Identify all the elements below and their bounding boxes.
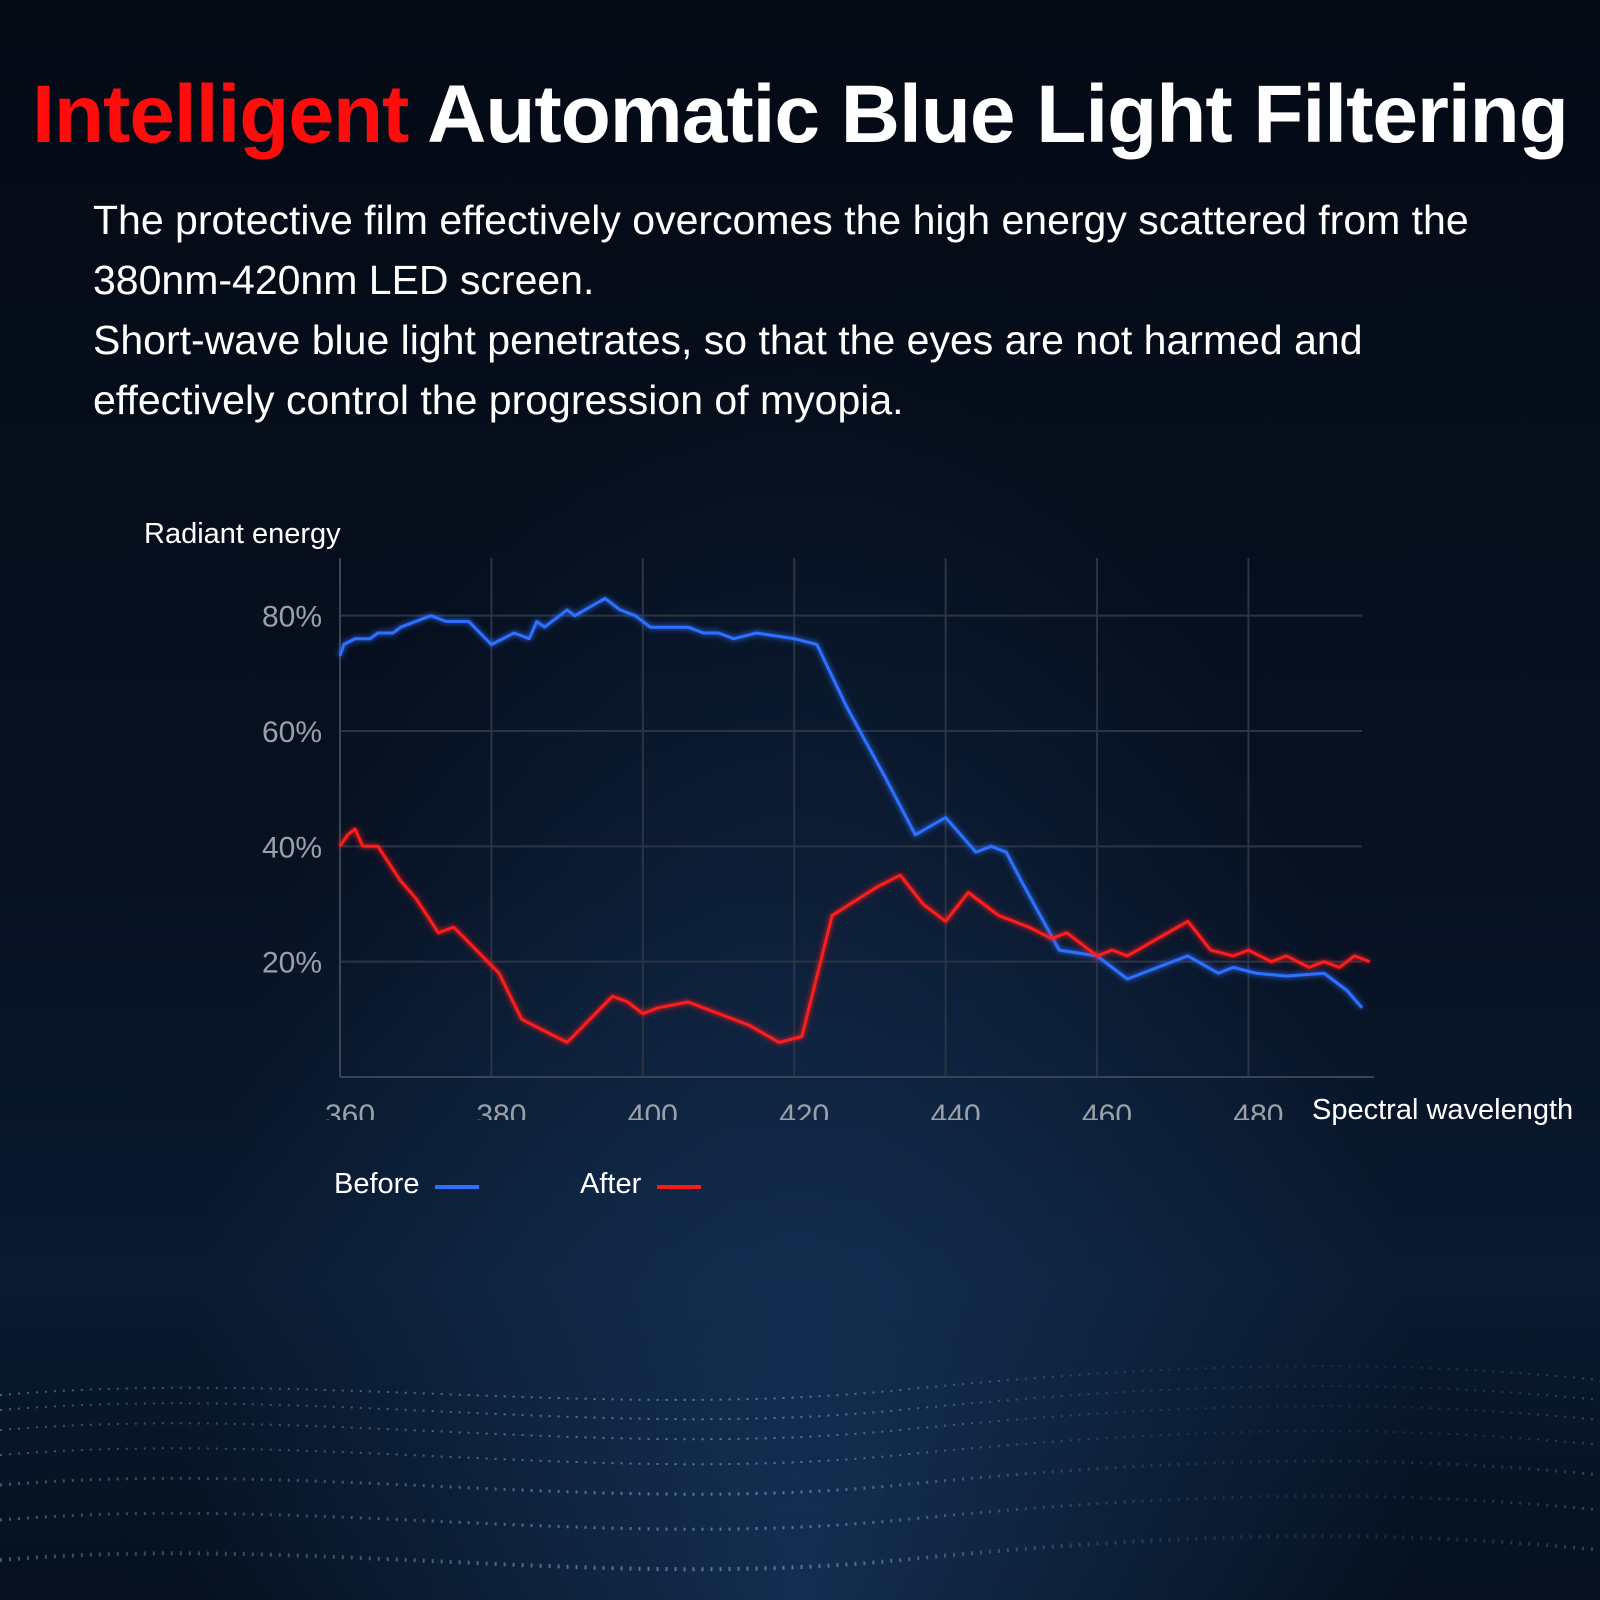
legend-label-before: Before — [334, 1168, 420, 1200]
description-paragraph-2: Short-wave blue light penetrates, so tha… — [93, 317, 1363, 423]
x-tick-label-420: 420 — [779, 1099, 829, 1120]
legend-item-after: After — [580, 1168, 702, 1201]
x-tick-label-440: 440 — [931, 1099, 981, 1120]
x-tick-label-480: 480 — [1233, 1099, 1283, 1120]
x-tick-label-380: 380 — [476, 1099, 526, 1120]
chart-series — [338, 596, 1371, 1044]
chart-grid — [340, 558, 1362, 1077]
legend-label-after: After — [580, 1168, 642, 1200]
y-tick-label-40: 40% — [262, 831, 322, 864]
y-axis-label: Radiant energy — [144, 518, 341, 550]
x-tick-label-400: 400 — [628, 1099, 678, 1120]
x-tick-label-360: 360 — [325, 1099, 375, 1120]
y-tick-label-60: 60% — [262, 716, 322, 749]
description: The protective film effectively overcome… — [93, 190, 1533, 430]
legend-swatch-after — [657, 1184, 702, 1189]
legend-item-before: Before — [334, 1168, 480, 1201]
x-tick-label-460: 460 — [1082, 1099, 1132, 1120]
series-line-before — [338, 596, 1364, 1009]
headline-accent: Intelligent — [32, 69, 409, 160]
x-axis-label: Spectral wavelength — [1312, 1094, 1574, 1126]
headline: Intelligent Automatic Blue Light Filteri… — [0, 68, 1600, 162]
chart-tick-labels: 360 380 400 420 440 460 480 20% 40% 60% 80% — [262, 601, 1284, 1120]
description-paragraph-1: The protective film effectively overcome… — [93, 197, 1469, 303]
particle-wave-decoration — [0, 1365, 1600, 1572]
headline-rest: Automatic Blue Light Filtering — [427, 69, 1569, 160]
y-tick-label-80: 80% — [262, 601, 322, 634]
y-tick-label-20: 20% — [262, 947, 322, 980]
legend-swatch-before — [435, 1184, 480, 1189]
chart-axes — [339, 558, 1374, 1078]
series-line-after — [338, 827, 1371, 1044]
spectrum-line-chart: 360 380 400 420 440 460 480 20% 40% 60% 80% — [262, 558, 1374, 1120]
